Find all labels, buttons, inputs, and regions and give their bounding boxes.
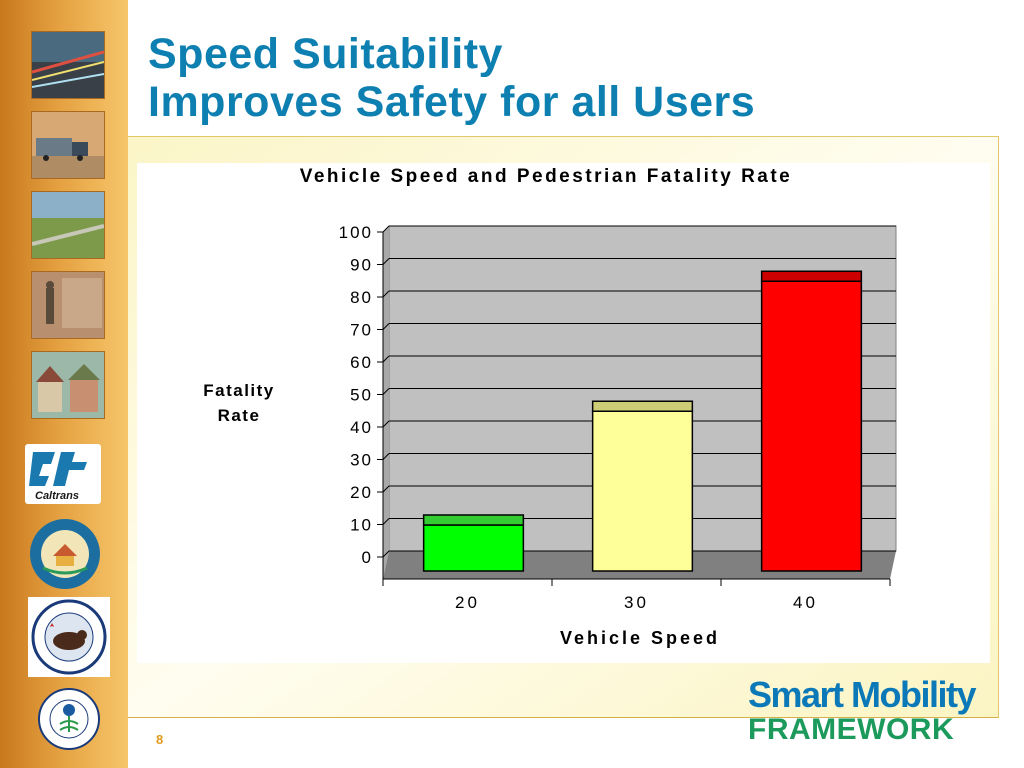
y-tick-label: 80 xyxy=(350,288,373,307)
bars xyxy=(422,270,863,572)
chart-card: Vehicle Speed and Pedestrian Fatality Ra… xyxy=(137,163,990,663)
hcd-seal-icon xyxy=(30,519,100,589)
y-tick-label: 50 xyxy=(350,386,373,405)
bar-top xyxy=(422,514,525,526)
y-tick-label: 0 xyxy=(362,548,373,567)
truck-photo-icon xyxy=(32,112,104,178)
gridline-side xyxy=(382,518,390,525)
y-tick-label: 10 xyxy=(350,516,373,535)
slide-title: Speed Suitability Improves Safety for al… xyxy=(148,30,755,126)
slide-title-line2: Improves Safety for all Users xyxy=(148,78,756,126)
x-tick-label: 40 xyxy=(793,593,818,612)
slide-title-line1: Speed Suitability xyxy=(148,30,503,78)
y-tick-label: 30 xyxy=(350,451,373,470)
houses-photo xyxy=(31,351,105,419)
caltrans-logo-icon: Caltrans xyxy=(29,452,87,502)
y-tick-label: 90 xyxy=(350,256,373,275)
rural-highway-photo-icon xyxy=(32,192,104,258)
brand-line1: Smart Mobility xyxy=(748,674,977,715)
y-axis: 0 10 20 30 40 50 60 70 80 90 100 xyxy=(339,223,384,579)
y-tick-label: 70 xyxy=(350,321,373,340)
y-axis-label-line2: Rate xyxy=(218,406,261,425)
smart-mobility-framework-logo: Smart Mobility FRAMEWORK xyxy=(748,676,1010,746)
svg-text:Caltrans: Caltrans xyxy=(35,490,79,502)
houses-photo-icon xyxy=(32,352,104,418)
epa-seal-icon xyxy=(38,688,100,750)
hcd-seal xyxy=(29,518,101,590)
y-tick-label: 40 xyxy=(350,418,373,437)
bar-20 xyxy=(422,514,525,572)
brand-line2: FRAMEWORK xyxy=(748,713,955,746)
night-traffic-photo xyxy=(31,31,105,99)
gridline-side xyxy=(382,388,390,395)
truck-photo xyxy=(31,111,105,179)
bar-face xyxy=(760,280,863,572)
opr-seal-icon xyxy=(31,599,107,675)
gridline-side xyxy=(382,225,390,233)
y-tick-label: 60 xyxy=(350,353,373,372)
gridline-side xyxy=(382,485,390,493)
caltrans-logo: Caltrans xyxy=(25,444,101,504)
rural-highway-photo xyxy=(31,191,105,259)
chart-title: Vehicle Speed and Pedestrian Fatality Ra… xyxy=(300,166,793,187)
bar-top xyxy=(591,400,694,412)
bar-face xyxy=(422,524,525,572)
y-tick-label: 20 xyxy=(350,483,373,502)
y-axis-label-line1: Fatality xyxy=(203,381,275,400)
page-number: 8 xyxy=(156,732,164,747)
bar-face xyxy=(591,410,694,572)
gridline-side xyxy=(382,290,390,298)
pedestrian-street-photo xyxy=(31,271,105,339)
x-axis-label: Vehicle Speed xyxy=(560,628,720,648)
bar-30 xyxy=(591,400,694,572)
epa-seal xyxy=(38,688,100,750)
bar-40 xyxy=(760,270,863,572)
plot-side-wall xyxy=(383,226,389,579)
sidebar: Caltrans xyxy=(0,0,128,768)
gridline-side xyxy=(382,355,390,363)
x-axis: 20 30 40 xyxy=(382,578,891,612)
night-traffic-photo-icon xyxy=(32,32,104,98)
fatality-rate-chart: Vehicle Speed and Pedestrian Fatality Ra… xyxy=(203,166,897,648)
y-tick-label: 100 xyxy=(339,223,373,242)
gridline-side xyxy=(382,258,390,265)
gridline-side xyxy=(382,550,390,558)
gridline-side xyxy=(382,323,390,330)
x-tick-label: 20 xyxy=(455,593,480,612)
gridline-side xyxy=(382,420,390,428)
x-tick-label: 30 xyxy=(624,593,649,612)
opr-seal xyxy=(28,597,110,677)
gridline-side xyxy=(382,453,390,460)
bar-top xyxy=(760,270,863,282)
pedestrian-street-photo-icon xyxy=(32,272,104,338)
